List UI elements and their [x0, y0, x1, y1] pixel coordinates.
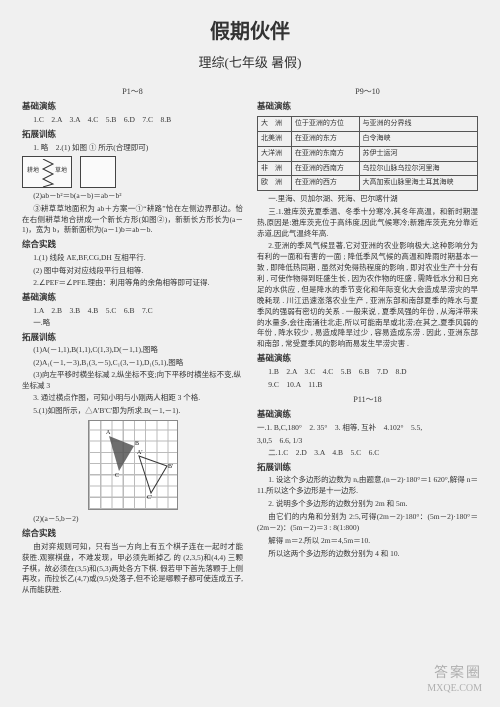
triangle-shapes-icon: A B C A' B' C': [89, 421, 179, 511]
answers-r2-1: 1.B 2.A 3.C 4.C 5.B 6.B 7.D 8.D: [257, 367, 478, 378]
field-diagram: 耕地 草地: [22, 156, 72, 188]
svg-text:B: B: [135, 441, 139, 447]
table-cell: 苏伊士运河: [359, 146, 477, 161]
ext2-line-3: (3)向左平移时横坐标减 2,纵坐标不变;向下平移时横坐标不变,纵坐标减 3: [22, 370, 243, 391]
comp-line-3: 2.∠PEF＝∠PFE.理由：利用等角的余角相等即可证得.: [22, 278, 243, 289]
watermark-en: MXQE.COM: [427, 683, 482, 695]
answers-r3-2: 3,0,5 6.6, 1/3: [257, 436, 478, 447]
svg-text:A: A: [106, 430, 111, 436]
table-row: 欧 洲 在亚洲的西方 大高加索山脉里海土耳其海峡: [258, 176, 478, 191]
table-cell: 白令海峡: [359, 132, 477, 147]
svg-text:B': B': [168, 464, 173, 470]
grid-diagram: A B C A' B' C': [88, 420, 178, 510]
table-row: 非 洲 在亚洲的西南方 乌拉尔山脉乌拉尔河里海: [258, 161, 478, 176]
two-column-layout: P1～8 基础演练 1.C 2.A 3.A 4.C 5.B 6.D 7.C 8.…: [22, 82, 478, 598]
field-diagram-2: [80, 156, 116, 188]
ext-formula: (2)ab－b²＝b(a－b)＝ab－b²: [22, 191, 243, 202]
ext2-line-1: (1)A(－1,1),B(1,1),C(1,3),D(－1,1),图略: [22, 345, 243, 356]
table-row: 大 洲 位于亚洲的方位 与亚洲的分界线: [258, 117, 478, 132]
page-subtitle: 理综(七年级 暑假): [22, 54, 478, 72]
table-cell: 与亚洲的分界线: [359, 117, 477, 132]
watermark: 答案圈 MXQE.COM: [427, 666, 482, 695]
ext-explanation: ③耕草草地面积为 ab＋方案一①“耕路”恰在左侧边界那边。恰在右侧耕草地合拼成一…: [22, 204, 243, 237]
page-ref-right: P9～10: [257, 86, 478, 97]
right-column: P9～10 基础演练 大 洲 位于亚洲的方位 与亚洲的分界线 北美洲 在亚洲的东…: [257, 82, 478, 598]
table-cell: 在亚洲的东南方: [291, 146, 359, 161]
answers-r2-2: 9.C 10.A 11.B: [257, 380, 478, 391]
page-ref-left: P1～8: [22, 86, 243, 97]
section-basic-1: 基础演练: [22, 101, 243, 113]
neg-line: 一.略: [22, 318, 243, 329]
ext2-line-4: 3. 通过横点作图，可知小明与小刚两人相距 3 个格.: [22, 393, 243, 404]
left-column: P1～8 基础演练 1.C 2.A 3.A 4.C 5.B 6.D 7.C 8.…: [22, 82, 243, 598]
geography-table: 大 洲 位于亚洲的方位 与亚洲的分界线 北美洲 在亚洲的东方 白令海峡 大洋洲 …: [257, 116, 478, 191]
section-basic-r3: 基础演练: [257, 409, 478, 421]
watermark-cn: 答案圈: [427, 666, 482, 683]
svg-text:C: C: [115, 473, 119, 479]
section-basic-r2: 基础演练: [257, 353, 478, 365]
table-row: 大洋洲 在亚洲的东南方 苏伊士运河: [258, 146, 478, 161]
section-basic-2: 基础演练: [22, 292, 243, 304]
ext2-line-6: (2)(a－5,b－2): [22, 514, 243, 525]
diagram-row: 耕地 草地: [22, 156, 243, 188]
ext-r-para-4: 解得 m＝2.所以 2m＝4,5m＝10.: [257, 536, 478, 547]
table-cell: 在亚洲的西方: [291, 176, 359, 191]
lakes-line: 一.里海、贝加尔湖、死海、巴尔喀什湖: [257, 194, 478, 205]
answers-r3-1: 一.1. B,C,180° 2. 35° 3. 相等, 互补 4.102° 5.…: [257, 423, 478, 434]
comp-line-2: (2) 图中每对对应线段平行且相等.: [22, 266, 243, 277]
svg-text:A': A': [137, 450, 142, 456]
table-row: 北美洲 在亚洲的东方 白令海峡: [258, 132, 478, 147]
zigzag-icon: [41, 159, 55, 187]
svg-text:C': C': [147, 495, 152, 501]
ext-r-para-1: 1. 设这个多边形的边数为 n,由题意,(n－2)·180°＝1 620°,解得…: [257, 475, 478, 497]
comp-line-1: 1.(1) 线段 AE,BF,CG,DH 互相平行.: [22, 253, 243, 264]
table-cell: 北美洲: [258, 132, 292, 147]
diagram-label-right: 草地: [55, 167, 67, 175]
ext2-line-5: 5.(1)如图所示，△A'B'C'即为所求.B(－1,－1).: [22, 406, 243, 417]
table-cell: 在亚洲的东方: [291, 132, 359, 147]
section-ext-r: 拓展训练: [257, 462, 478, 474]
table-cell: 在亚洲的西南方: [291, 161, 359, 176]
ext-answer-1: 1. 略 2.(1) 如图 ① 所示(合理即可): [22, 143, 243, 154]
table-cell: 非 洲: [258, 161, 292, 176]
answers-basic-2: 1.A 2.B 3.B 4.B 5.C 6.B 7.C: [22, 306, 243, 317]
answers-basic-1: 1.C 2.A 3.A 4.C 5.B 6.D 7.C 8.B: [22, 115, 243, 126]
table-cell: 欧 洲: [258, 176, 292, 191]
ext-r-para-5: 所以这两个多边形的边数分别为 4 和 10.: [257, 549, 478, 560]
ext2-line-2: (2)A₁(－1,－3),B₁(3,－5),C₁(3,－1),D₁(5,1),图…: [22, 358, 243, 369]
section-basic-r1: 基础演练: [257, 101, 478, 113]
section-comp-2: 综合实践: [22, 528, 243, 540]
answers-r3-3: 二.1.C 2.D 3.A 4.B 5.C 6.C: [257, 448, 478, 459]
section-ext-1: 拓展训练: [22, 129, 243, 141]
section-ext-2: 拓展训练: [22, 332, 243, 344]
climate-para-2: 2.亚洲的季风气候显著,它对亚洲的农业影响极大,这种影响分为有利的一面和有害的一…: [257, 241, 478, 350]
table-cell: 大洋洲: [258, 146, 292, 161]
table-cell: 位于亚洲的方位: [291, 117, 359, 132]
table-cell: 大 洲: [258, 117, 292, 132]
page-ref-right-2: P11～18: [257, 394, 478, 405]
comp-long-para: 由对弈规则可知，只有当一方向上有五个棋子连在一起时才能获胜.观察棋盘，不难发现，…: [22, 542, 243, 596]
climate-para-1: 三.1.雅库茨克夏季温、冬季十分寒冷,其冬年高温，和新时期湿热,原因是:雅库茨克…: [257, 207, 478, 240]
table-cell: 大高加索山脉里海土耳其海峡: [359, 176, 477, 191]
ext-r-para-2: 2. 说明多个多边形的边数分别为 2m 和 5m.: [257, 499, 478, 510]
section-comp-1: 综合实践: [22, 239, 243, 251]
diagram-label-left: 耕地: [27, 167, 39, 175]
ext-r-para-3: 由它们的内角和分别为 2:5,可得(2m－2)·180°：(5m－2)·180°…: [257, 512, 478, 534]
page-title: 假期伙伴: [22, 18, 478, 46]
table-cell: 乌拉尔山脉乌拉尔河里海: [359, 161, 477, 176]
